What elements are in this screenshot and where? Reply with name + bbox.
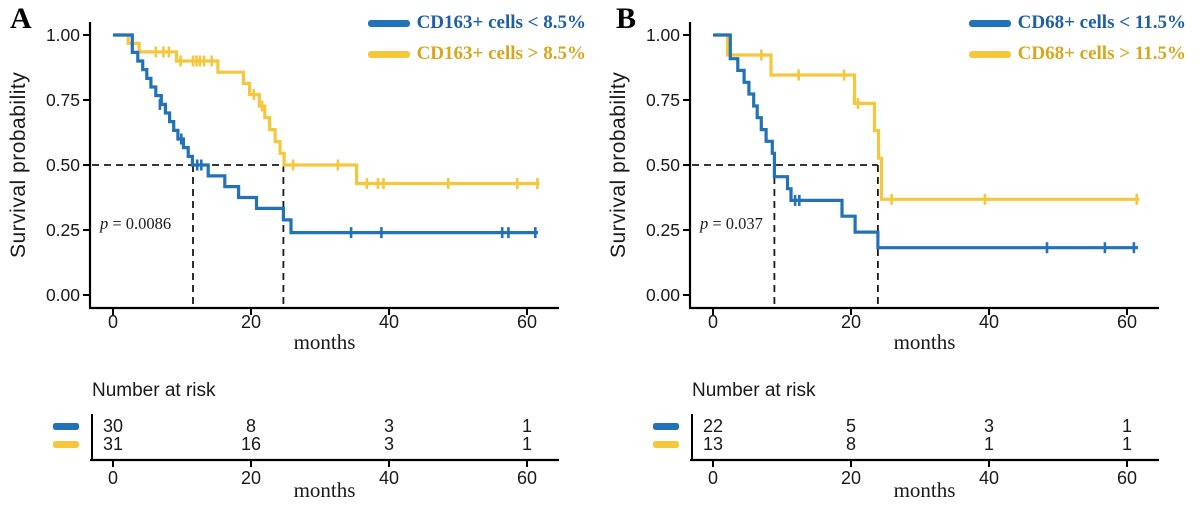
- y-tick-label: 0.75: [646, 90, 680, 110]
- risk-x-tick-label: 0: [108, 468, 118, 488]
- risk-row-swatch: [653, 441, 679, 448]
- risk-count: 16: [241, 434, 261, 454]
- km-curve: [713, 33, 1138, 250]
- risk-count: 22: [703, 416, 723, 436]
- risk-count: 1: [1122, 434, 1132, 454]
- risk-count: 31: [103, 434, 123, 454]
- risk-count: 5: [846, 416, 856, 436]
- risk-count: 8: [846, 434, 856, 454]
- risk-count: 1: [522, 434, 532, 454]
- risk-x-tick-label: 40: [379, 468, 399, 488]
- risk-x-tick-label: 60: [1117, 468, 1137, 488]
- y-tick-label: 0.00: [646, 285, 680, 305]
- x-tick-label: 60: [517, 312, 537, 332]
- y-tick-label: 0.75: [46, 90, 80, 110]
- risk-x-tick-label: 0: [708, 468, 718, 488]
- y-tick-label: 1.00: [646, 25, 680, 45]
- y-tick-label: 0.50: [646, 155, 680, 175]
- risk-count: 30: [103, 416, 123, 436]
- panel-a: 0 20 40 60 0.00 0.25 0.50 0.75 1.00 0 20 40 60 30 8 3 1 3…: [7, 2, 586, 502]
- panel-b: 0 20 40 60 0.00 0.25 0.50 0.75 1.00 0 20 40 60 22 5 3 1 1…: [600, 0, 1200, 514]
- y-tick-label: 0.50: [46, 155, 80, 175]
- x-tick-label: 20: [241, 312, 261, 332]
- x-tick-label: 60: [1117, 312, 1137, 332]
- x-tick-label: 20: [841, 312, 861, 332]
- risk-count: 8: [246, 416, 256, 436]
- risk-x-tick-label: 60: [517, 468, 537, 488]
- risk-count: 3: [384, 416, 394, 436]
- risk-x-tick-label: 20: [841, 468, 861, 488]
- y-tick-label: 0.25: [46, 220, 80, 240]
- risk-row-swatch: [53, 423, 79, 430]
- km-curve: [713, 33, 1140, 201]
- risk-row-swatch: [653, 423, 679, 430]
- x-tick-label: 0: [708, 312, 718, 332]
- risk-count: 13: [703, 434, 723, 454]
- risk-x-tick-label: 20: [241, 468, 261, 488]
- x-tick-label: 0: [108, 312, 118, 332]
- risk-count: 1: [522, 416, 532, 436]
- risk-count: 3: [984, 416, 994, 436]
- y-tick-label: 0.00: [46, 285, 80, 305]
- km-curve: [113, 33, 538, 235]
- y-tick-label: 0.25: [646, 220, 680, 240]
- x-tick-label: 40: [979, 312, 999, 332]
- km-curve: [113, 33, 540, 186]
- risk-row-swatch: [53, 441, 79, 448]
- y-tick-label: 1.00: [46, 25, 80, 45]
- risk-x-tick-label: 40: [979, 468, 999, 488]
- risk-count: 1: [1122, 416, 1132, 436]
- risk-count: 3: [384, 434, 394, 454]
- x-tick-label: 40: [379, 312, 399, 332]
- risk-count: 1: [984, 434, 994, 454]
